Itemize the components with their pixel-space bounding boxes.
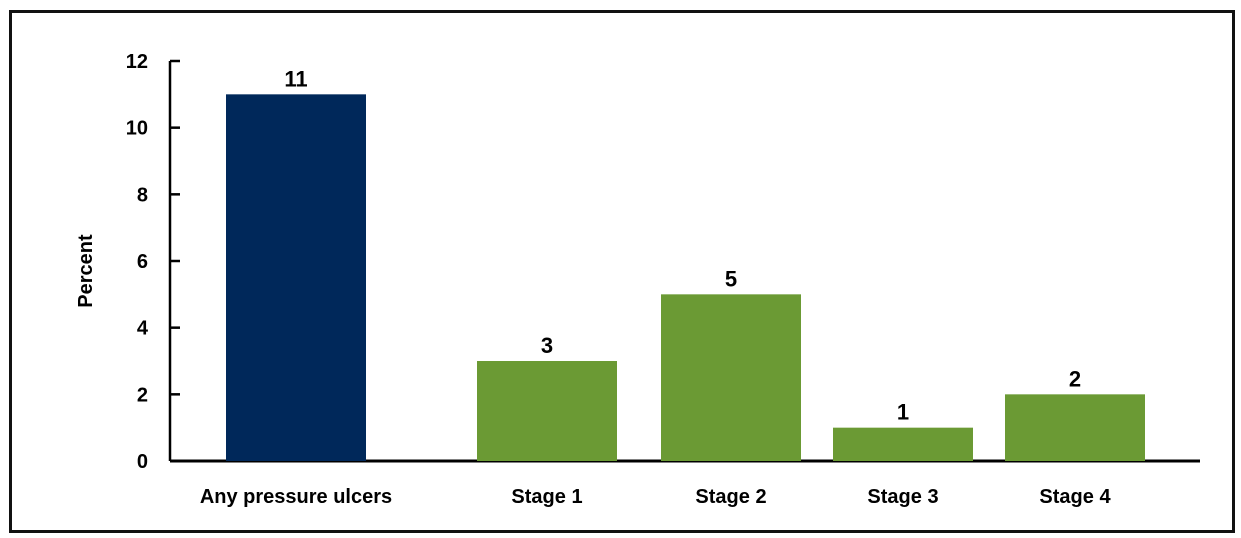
y-axis-title: Percent [75, 234, 97, 308]
data-label: 11 [284, 66, 307, 91]
bar [1005, 394, 1145, 461]
chart-frame: 0 2 4 6 8 10 12 Any pressure ulcers Stage 1 Stag… [9, 10, 1235, 533]
data-label: 5 [725, 266, 737, 291]
x-tick-label: Stage 1 [511, 486, 582, 508]
bar [661, 294, 801, 461]
x-tick-label: Stage 3 [867, 486, 938, 508]
y-tick-label: 6 [137, 251, 148, 273]
y-tick-label: 0 [137, 451, 148, 473]
x-axis: Any pressure ulcers Stage 1 Stage 2 Stage 3… [170, 459, 1200, 508]
y-tick-label: 4 [137, 318, 149, 340]
bar [226, 94, 366, 461]
bar [833, 427, 973, 461]
data-label: 1 [897, 400, 909, 425]
x-tick-label: Stage 2 [695, 486, 766, 508]
x-tick-label: Stage 4 [1039, 486, 1111, 508]
data-labels: 11 3 5 1 2 [284, 66, 1081, 424]
bars [226, 94, 1145, 461]
y-tick-label: 8 [137, 184, 148, 206]
x-tick-label: Any pressure ulcers [200, 486, 392, 508]
y-tick-label: 10 [126, 118, 148, 140]
y-axis: 0 2 4 6 8 10 12 [126, 51, 180, 473]
data-label: 2 [1069, 366, 1081, 391]
data-label: 3 [541, 333, 553, 358]
y-tick-label: 12 [126, 51, 148, 73]
y-tick-label: 2 [137, 384, 148, 406]
bar [477, 361, 617, 461]
